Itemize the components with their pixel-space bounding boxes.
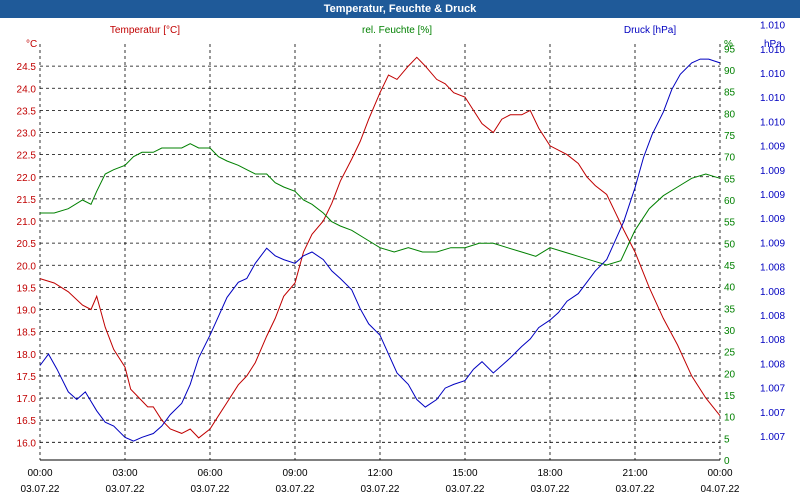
humidity-axis-title: rel. Feuchte [%]: [362, 25, 432, 36]
pressure-axis-title: Druck [hPa]: [624, 25, 676, 36]
pressure-tick-label: 1.010: [760, 69, 785, 80]
temperature-tick-label: 17.0: [17, 394, 37, 405]
x-tick-time: 06:00: [197, 468, 222, 479]
temperature-tick-label: 20.5: [17, 239, 37, 250]
humidity-tick-label: 75: [724, 131, 736, 142]
humidity-tick-label: 60: [724, 196, 736, 207]
chart-title: Temperatur, Feuchte & Druck: [0, 0, 800, 18]
pressure-tick-label: 1.009: [760, 190, 785, 201]
pressure-tick-label: 1.010: [760, 93, 785, 104]
temperature-tick-label: 16.5: [17, 416, 37, 427]
humidity-tick-label: 65: [724, 174, 736, 185]
humidity-tick-label: 40: [724, 283, 736, 294]
x-tick-date: 03.07.22: [446, 484, 485, 495]
humidity-tick-label: 15: [724, 391, 736, 402]
grid-lines: [39, 44, 721, 460]
pressure-tick-label: 1.008: [760, 287, 785, 298]
temperature-tick-label: 19.0: [17, 306, 37, 317]
humidity-tick-label: 50: [724, 239, 736, 250]
x-tick-date: 03.07.22: [531, 484, 570, 495]
temperature-tick-label: 24.0: [17, 84, 37, 95]
temperature-tick-label: 20.0: [17, 261, 37, 272]
temperature-tick-label: 23.0: [17, 129, 37, 140]
x-tick-time: 21:00: [622, 468, 647, 479]
temperature-tick-label: 16.0: [17, 438, 37, 449]
x-tick-date: 03.07.22: [361, 484, 400, 495]
humidity-tick-label: 0: [724, 456, 730, 467]
pressure-tick-label: 1.008: [760, 335, 785, 346]
pressure-tick-label: 1.007: [760, 408, 785, 419]
x-tick-time: 00:00: [707, 468, 732, 479]
pressure-tick-label: 1.010: [760, 117, 785, 128]
x-tick-time: 00:00: [27, 468, 52, 479]
temperature-axis-title: Temperatur [°C]: [110, 25, 180, 36]
x-tick-date: 03.07.22: [21, 484, 60, 495]
humidity-tick-label: 95: [724, 44, 736, 55]
humidity-tick-label: 35: [724, 304, 736, 315]
pressure-tick-label: 1.008: [760, 263, 785, 274]
pressure-tick-label: 1.008: [760, 311, 785, 322]
pressure-tick-label: 1.008: [760, 359, 785, 370]
series-layer: [39, 56, 721, 442]
temperature-tick-label: 21.0: [17, 217, 37, 228]
temperature-tick-label: 22.5: [17, 151, 37, 162]
temperature-tick-label: 19.5: [17, 283, 37, 294]
x-tick-time: 18:00: [537, 468, 562, 479]
humidity-unit-label: %: [724, 39, 733, 50]
humidity-tick-label: 85: [724, 88, 736, 99]
pressure-tick-label: 1.009: [760, 142, 785, 153]
tick-labels: 16.0 16.5 17.0 17.5 18.0 18.5 19.0 19.5 20.0 20.5…: [17, 21, 786, 495]
pressure-tick-label: 1.007: [760, 384, 785, 395]
humidity-tick-label: 70: [724, 153, 736, 164]
humidity-tick-label: 90: [724, 66, 736, 77]
temperature-tick-label: 24.5: [17, 62, 37, 73]
x-tick-date: 03.07.22: [616, 484, 655, 495]
pressure-tick-label: 1.007: [760, 432, 785, 443]
humidity-tick-label: 20: [724, 369, 736, 380]
x-tick-date: 04.07.22: [701, 484, 740, 495]
humidity-tick-label: 80: [724, 109, 736, 120]
x-tick-date: 03.07.22: [106, 484, 145, 495]
x-tick-date: 03.07.22: [191, 484, 230, 495]
axis-labels: °C% hPa Temperatur [°C] rel. Feuchte [%] Dru…: [26, 25, 782, 50]
temperature-tick-label: 18.0: [17, 350, 37, 361]
x-tick-time: 09:00: [282, 468, 307, 479]
x-tick-time: 12:00: [367, 468, 392, 479]
pressure-tick-label: 1.010: [760, 45, 785, 56]
pressure-tick-label: 1.010: [760, 21, 785, 32]
temperature-tick-label: 22.0: [17, 173, 37, 184]
humidity-tick-label: 10: [724, 413, 736, 424]
pressure-tick-label: 1.009: [760, 166, 785, 177]
x-tick-time: 03:00: [112, 468, 137, 479]
humidity-tick-label: 25: [724, 348, 736, 359]
temperature-unit-label: °C: [26, 39, 37, 50]
pressure-tick-label: 1.009: [760, 214, 785, 225]
series-line-temperature: [39, 56, 721, 439]
humidity-tick-label: 45: [724, 261, 736, 272]
temperature-tick-label: 21.5: [17, 195, 37, 206]
x-tick-time: 15:00: [452, 468, 477, 479]
temperature-tick-label: 17.5: [17, 372, 37, 383]
pressure-unit-label: hPa: [764, 39, 782, 50]
pressure-tick-label: 1.009: [760, 238, 785, 249]
series-line-humidity: [40, 143, 721, 266]
humidity-tick-label: 55: [724, 218, 736, 229]
humidity-tick-label: 5: [724, 434, 730, 445]
x-tick-date: 03.07.22: [276, 484, 315, 495]
humidity-tick-label: 30: [724, 326, 736, 337]
temperature-tick-label: 23.5: [17, 106, 37, 117]
temperature-tick-label: 18.5: [17, 328, 37, 339]
series-line-pressure: [39, 58, 721, 442]
